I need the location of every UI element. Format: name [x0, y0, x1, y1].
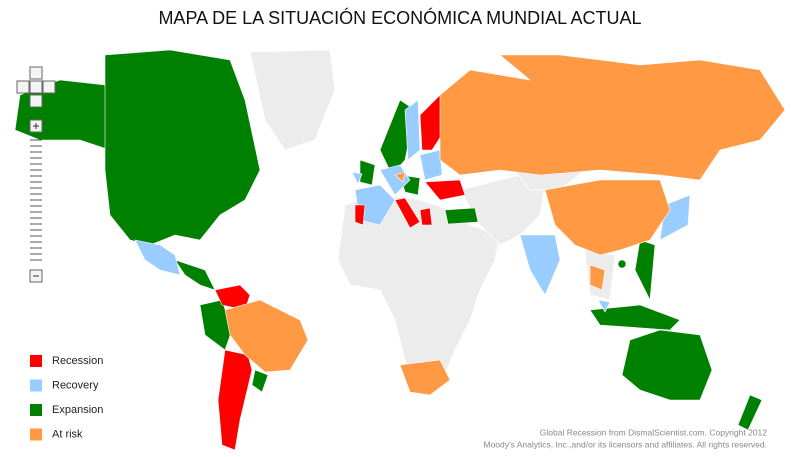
country[interactable]: [251, 369, 269, 393]
country[interactable]: [217, 349, 253, 451]
country[interactable]: [419, 207, 433, 226]
country[interactable]: [214, 284, 251, 311]
legend-label: Expansion: [52, 404, 103, 416]
country[interactable]: [597, 299, 611, 313]
zoom-slider[interactable]: [30, 139, 42, 261]
country[interactable]: [634, 239, 656, 302]
country[interactable]: [354, 204, 366, 226]
country[interactable]: [519, 234, 561, 296]
country[interactable]: [589, 304, 681, 331]
country[interactable]: [444, 207, 479, 225]
country[interactable]: [351, 171, 363, 185]
country[interactable]: [404, 99, 421, 161]
legend-swatch: [30, 428, 42, 441]
country[interactable]: [399, 359, 451, 396]
pan-home[interactable]: [29, 80, 43, 94]
plus-icon: [33, 123, 39, 129]
country[interactable]: [199, 299, 233, 351]
credit-line: Global Recession from DismalScientist.co…: [540, 427, 768, 437]
legend-label: At risk: [52, 428, 83, 440]
map-title: MAPA DE LA SITUACIÓN ECONÓMICA MUNDIAL A…: [158, 7, 641, 28]
country[interactable]: [104, 49, 261, 246]
country[interactable]: [359, 159, 376, 186]
legend-swatch: [30, 379, 42, 392]
zoom-control: [16, 66, 56, 283]
country[interactable]: [394, 171, 406, 183]
country[interactable]: [424, 179, 466, 201]
world-map: [14, 49, 786, 451]
country[interactable]: [134, 239, 181, 276]
country[interactable]: [394, 197, 421, 229]
pan-down[interactable]: [29, 94, 43, 108]
country[interactable]: [737, 394, 763, 431]
country[interactable]: [617, 259, 627, 269]
country[interactable]: [419, 94, 446, 151]
country[interactable]: [544, 179, 671, 256]
country[interactable]: [589, 264, 606, 291]
country[interactable]: [439, 54, 786, 181]
country[interactable]: [621, 329, 713, 401]
legend-label: Recession: [52, 355, 103, 367]
pan-up[interactable]: [29, 66, 43, 80]
credit-line: Moody's Analytics, Inc.,and/or its licen…: [483, 439, 767, 449]
pan-right[interactable]: [42, 80, 56, 94]
country[interactable]: [419, 149, 443, 181]
pan-left[interactable]: [16, 80, 30, 94]
legend-label: Recovery: [52, 379, 99, 391]
country[interactable]: [174, 259, 216, 291]
country[interactable]: [224, 299, 309, 373]
legend-swatch: [30, 355, 42, 367]
legend: Recession Recovery Expansion At risk: [30, 355, 103, 441]
legend-swatch: [30, 404, 42, 416]
